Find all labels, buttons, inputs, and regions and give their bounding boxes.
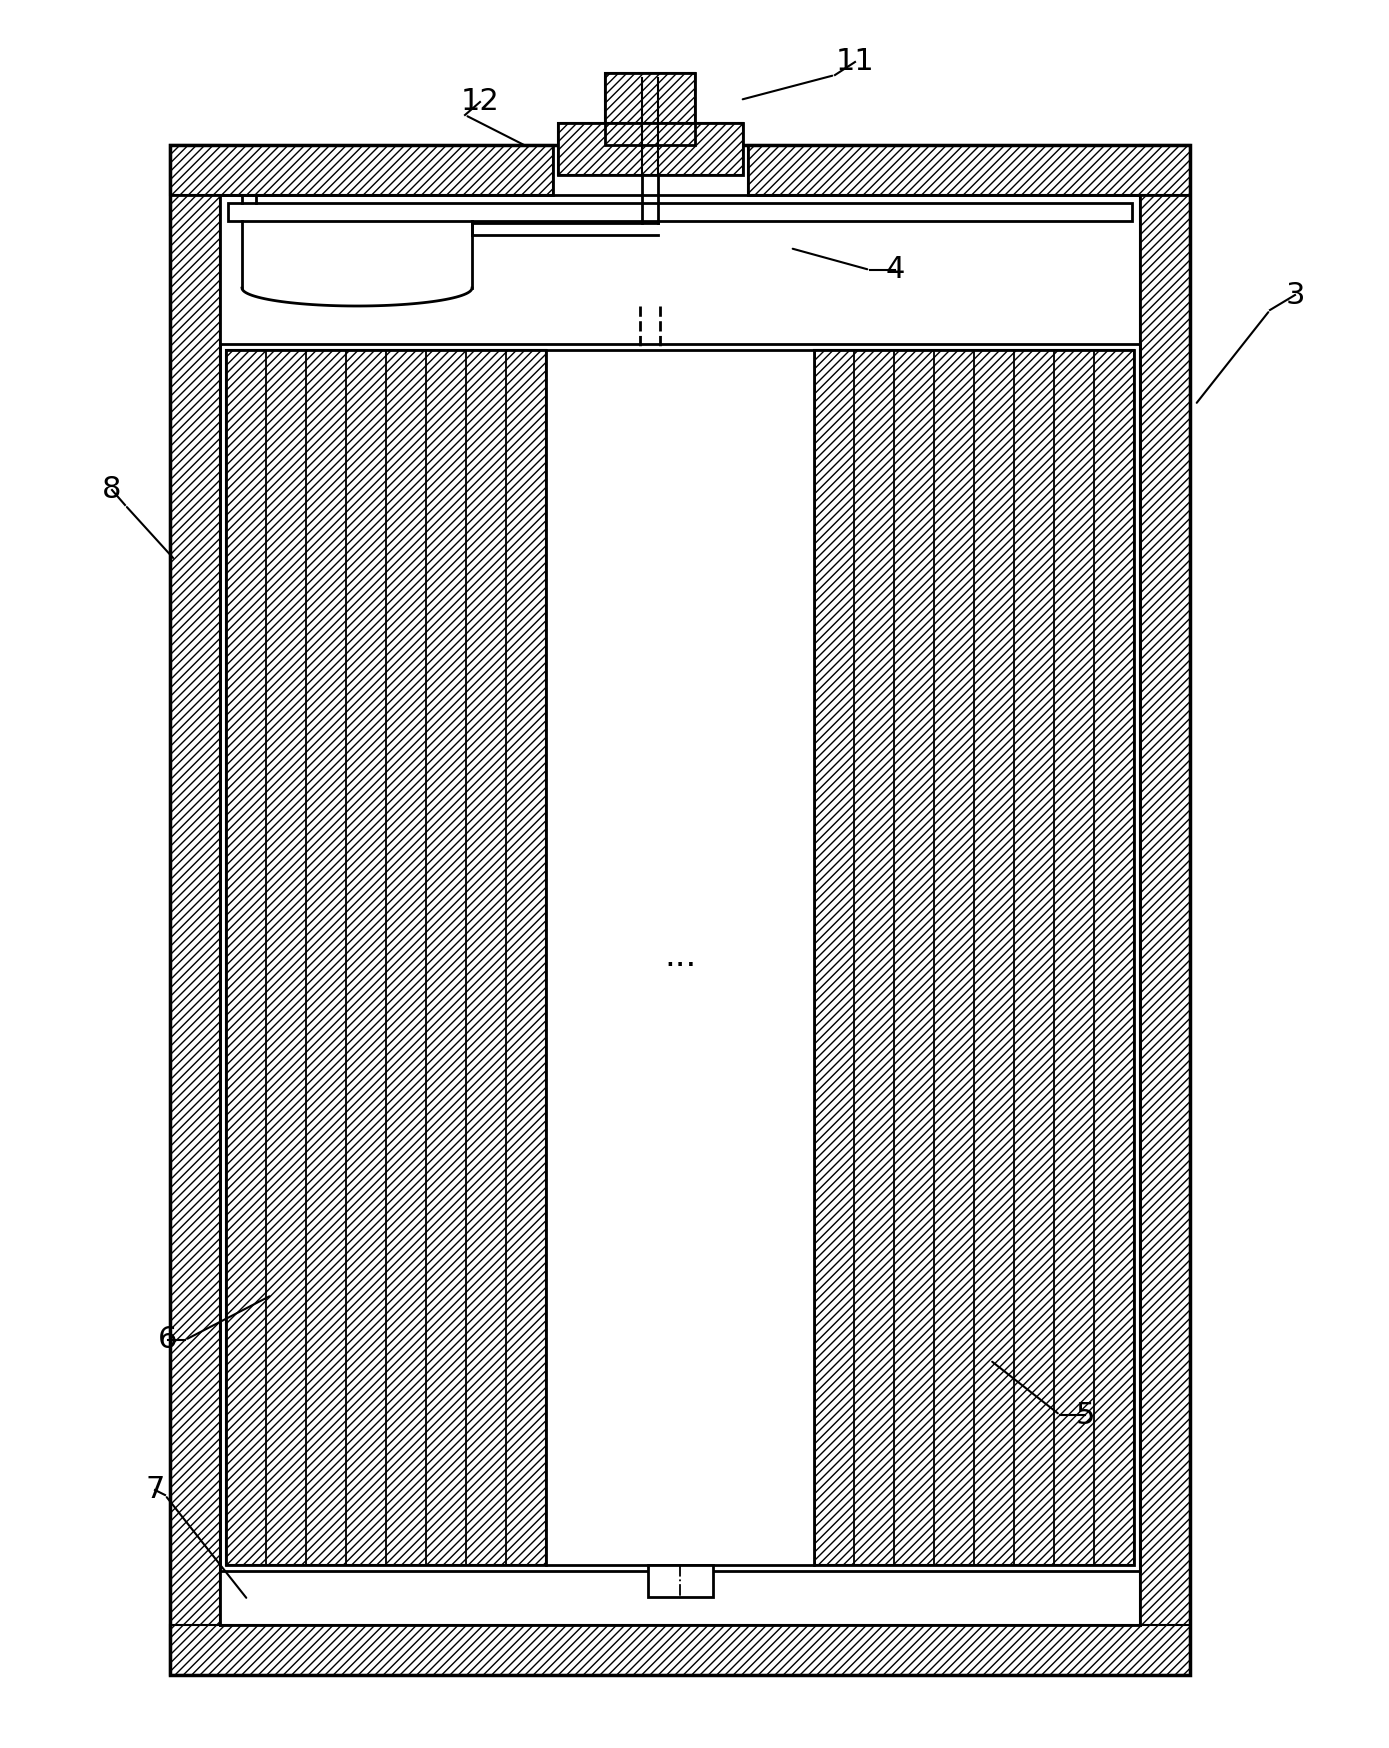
Bar (558, 122, 743, 175)
Bar (169, 145, 553, 196)
Bar (1140, 145, 1190, 1675)
Bar (169, 1626, 1190, 1675)
Text: 3: 3 (1285, 280, 1304, 309)
Bar (606, 73, 694, 145)
Bar (546, 350, 814, 1564)
Bar (814, 350, 1133, 1564)
Bar (749, 145, 1190, 196)
Text: 6: 6 (158, 1325, 178, 1355)
Bar (169, 145, 553, 196)
Text: 8: 8 (103, 475, 122, 505)
Bar (226, 350, 546, 1564)
Text: 7: 7 (146, 1475, 165, 1505)
Bar (228, 203, 1132, 220)
Text: ...: ... (664, 940, 696, 974)
Bar (558, 122, 743, 175)
Bar (169, 145, 219, 1675)
Text: 12: 12 (461, 87, 500, 117)
Bar (226, 350, 546, 1564)
Text: 4: 4 (885, 255, 904, 285)
Bar (219, 196, 1140, 1626)
Bar (649, 1564, 713, 1598)
Bar (219, 344, 1140, 1571)
Bar (169, 145, 1190, 1675)
Bar (814, 350, 1133, 1564)
Text: 11: 11 (836, 47, 874, 77)
Bar (749, 145, 1190, 196)
Bar (606, 73, 694, 145)
Text: 5: 5 (1075, 1400, 1095, 1430)
